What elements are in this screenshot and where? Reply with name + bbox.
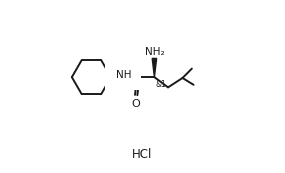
Text: O: O <box>132 99 141 109</box>
Polygon shape <box>152 58 157 77</box>
Text: &1: &1 <box>155 80 166 89</box>
Text: NH₂: NH₂ <box>144 47 164 57</box>
Text: NH: NH <box>115 70 131 80</box>
Text: HCl: HCl <box>132 148 153 161</box>
